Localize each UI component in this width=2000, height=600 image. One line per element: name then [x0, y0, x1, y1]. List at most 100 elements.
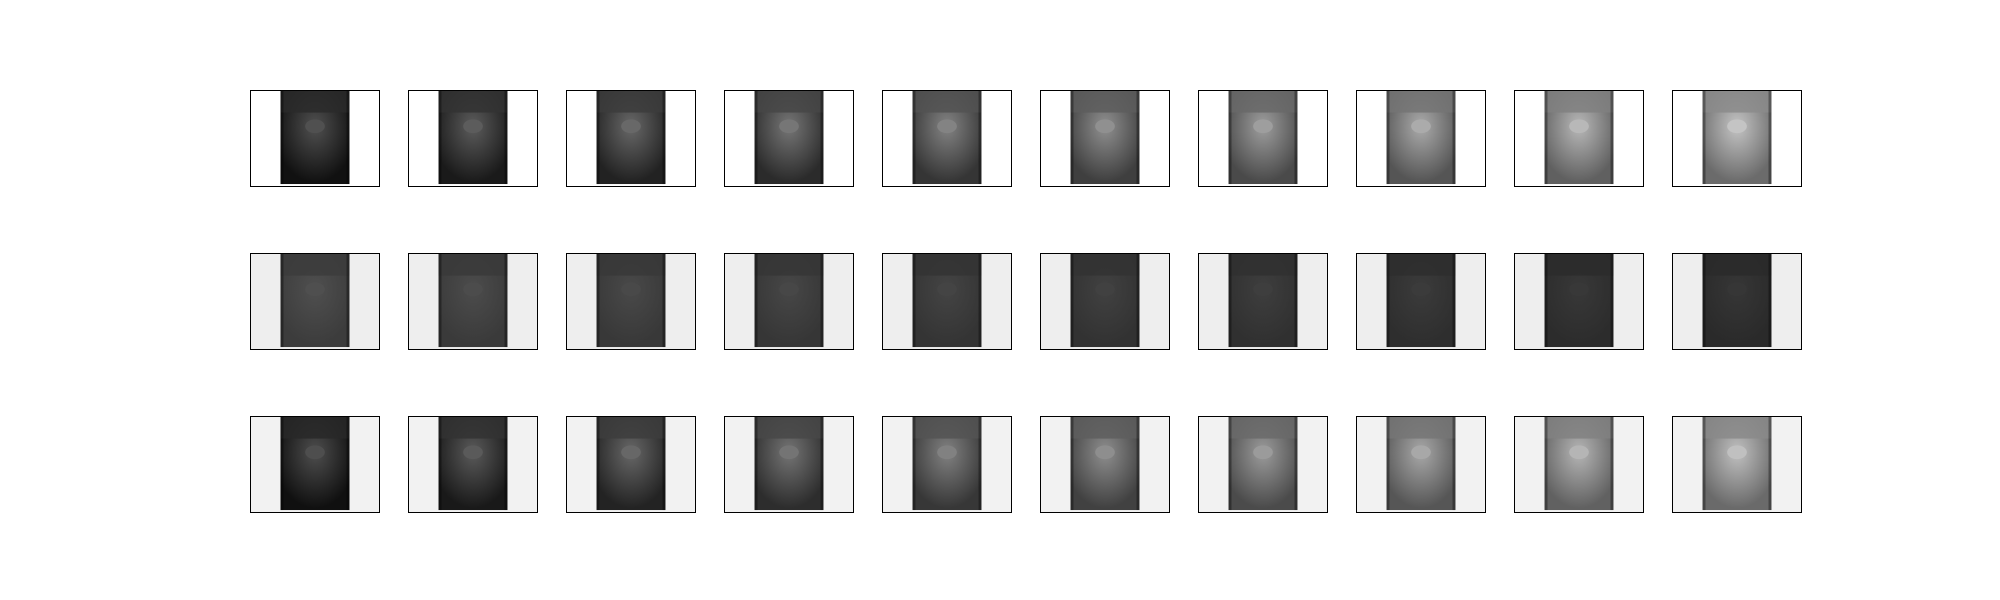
- image-panel: [1040, 416, 1170, 513]
- highlight-spot: [1095, 282, 1115, 297]
- object-cap: [1228, 417, 1298, 439]
- highlight-spot: [1727, 119, 1747, 134]
- highlight-spot: [463, 119, 483, 134]
- panel-image: [883, 417, 1011, 512]
- object-cap: [596, 91, 666, 113]
- highlight-spot: [779, 119, 799, 134]
- highlight-spot: [1569, 119, 1589, 134]
- image-panel: [1356, 253, 1486, 350]
- panel-image: [725, 254, 853, 349]
- highlight-spot: [463, 445, 483, 460]
- image-panel: [1198, 90, 1328, 187]
- highlight-spot: [779, 445, 799, 460]
- object-cap: [1544, 254, 1614, 276]
- image-panel: [566, 90, 696, 187]
- object-edge-right: [1294, 417, 1298, 511]
- panel-image: [1357, 417, 1485, 512]
- highlight-spot: [621, 445, 641, 460]
- image-panel: [1672, 253, 1802, 350]
- object-edge-left: [1702, 417, 1706, 511]
- image-panel: [1514, 90, 1644, 187]
- highlight-spot: [937, 445, 957, 460]
- image-panel: [1198, 416, 1328, 513]
- highlight-spot: [1411, 119, 1431, 134]
- object-cap: [1702, 254, 1772, 276]
- panel-image: [1041, 417, 1169, 512]
- object-edge-right: [820, 254, 824, 348]
- panel-image: [725, 417, 853, 512]
- highlight-spot: [1569, 282, 1589, 297]
- object-edge-left: [1386, 91, 1390, 185]
- highlight-spot: [937, 282, 957, 297]
- highlight-spot: [1253, 282, 1273, 297]
- image-panel: [1198, 253, 1328, 350]
- object-edge-left: [1702, 91, 1706, 185]
- object-edge-right: [1610, 417, 1614, 511]
- object-edge-left: [1070, 254, 1074, 348]
- object-cap: [912, 254, 982, 276]
- object-cap: [1386, 417, 1456, 439]
- object-cap: [596, 254, 666, 276]
- image-panel: [882, 90, 1012, 187]
- panel-image: [409, 254, 537, 349]
- object-edge-right: [662, 417, 666, 511]
- image-panel: [1672, 416, 1802, 513]
- object-edge-right: [820, 91, 824, 185]
- image-panel: [250, 416, 380, 513]
- object-cap: [1386, 254, 1456, 276]
- image-panel: [1672, 90, 1802, 187]
- image-panel: [250, 253, 380, 350]
- highlight-spot: [305, 282, 325, 297]
- object-edge-right: [504, 254, 508, 348]
- image-panel: [566, 416, 696, 513]
- object-cap: [1228, 91, 1298, 113]
- highlight-spot: [937, 119, 957, 134]
- highlight-spot: [1727, 445, 1747, 460]
- panel-image: [1515, 417, 1643, 512]
- object-edge-right: [978, 91, 982, 185]
- object-edge-right: [1452, 417, 1456, 511]
- object-cap: [1702, 417, 1772, 439]
- image-panel: [724, 253, 854, 350]
- highlight-spot: [1253, 119, 1273, 134]
- object-edge-right: [978, 254, 982, 348]
- panel-image: [1199, 91, 1327, 186]
- object-cap: [596, 417, 666, 439]
- object-edge-left: [1228, 417, 1232, 511]
- object-edge-left: [280, 254, 284, 348]
- panel-image: [567, 91, 695, 186]
- image-panel: [882, 253, 1012, 350]
- image-panel: [1514, 416, 1644, 513]
- object-edge-left: [1544, 417, 1548, 511]
- image-panel: [724, 416, 854, 513]
- object-edge-right: [346, 254, 350, 348]
- panel-image: [251, 254, 379, 349]
- object-edge-left: [912, 417, 916, 511]
- panel-image: [567, 417, 695, 512]
- object-edge-right: [820, 417, 824, 511]
- object-edge-right: [504, 91, 508, 185]
- highlight-spot: [621, 282, 641, 297]
- object-edge-right: [1136, 91, 1140, 185]
- panel-image: [1199, 254, 1327, 349]
- image-panel: [1356, 416, 1486, 513]
- object-cap: [754, 91, 824, 113]
- object-edge-right: [1610, 254, 1614, 348]
- image-panel: [250, 90, 380, 187]
- object-cap: [754, 417, 824, 439]
- object-edge-left: [912, 254, 916, 348]
- object-edge-left: [596, 254, 600, 348]
- object-cap: [1070, 417, 1140, 439]
- object-edge-left: [1544, 254, 1548, 348]
- panel-image: [883, 254, 1011, 349]
- object-edge-right: [1768, 91, 1772, 185]
- object-cap: [1070, 91, 1140, 113]
- panel-image: [1673, 254, 1801, 349]
- highlight-spot: [1253, 445, 1273, 460]
- object-edge-left: [1386, 417, 1390, 511]
- object-cap: [1228, 254, 1298, 276]
- image-panel: [1356, 90, 1486, 187]
- panel-image: [409, 91, 537, 186]
- object-cap: [280, 254, 350, 276]
